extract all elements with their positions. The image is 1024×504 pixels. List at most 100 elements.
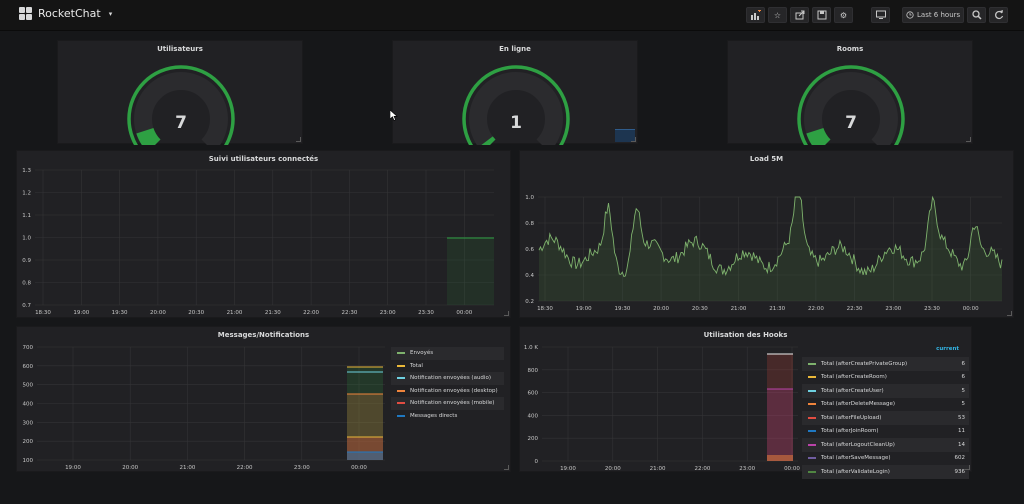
y-tick-label: 0.6 xyxy=(525,247,534,253)
y-tick-label: 200 xyxy=(528,436,539,442)
monitor-icon xyxy=(875,10,886,19)
zoom-out-button[interactable] xyxy=(967,7,987,23)
legend-item[interactable]: Total (afterLogoutCleanUp) 14 xyxy=(802,438,969,452)
y-tick-label: 600 xyxy=(23,364,34,370)
legend-item[interactable]: Messages directs xyxy=(391,410,504,423)
graph-panel-connected-users[interactable]: Suivi utilisateurs connectés 1.3 1.2 1.1 1.… xyxy=(16,150,511,318)
y-tick-label: 800 xyxy=(528,368,539,374)
messages-stacked-bar xyxy=(347,366,383,460)
graph-panel-load-5m[interactable]: Load 5M 1.0 0.8 0.6 0.4 0.2 18:30 19:00 19:30 20… xyxy=(519,150,1014,318)
connected-users-plot: 1.3 1.2 1.1 1.0 0.9 0.8 0.7 18:30 19:00 19:30 20:0… xyxy=(22,168,494,316)
legend-item[interactable]: Total (afterSaveMessage) 602 xyxy=(802,452,969,466)
star-button[interactable]: ☆ xyxy=(768,7,787,23)
y-tick-label: 300 xyxy=(23,420,34,426)
legend-item[interactable]: Total (afterCreateUser) 5 xyxy=(802,384,969,398)
x-tick-label: 20:00 xyxy=(653,306,669,312)
panel-title: Utilisation des Hooks xyxy=(703,331,788,339)
connected-users-area xyxy=(447,238,494,305)
panel-title: Utilisateurs xyxy=(157,45,203,53)
star-icon: ☆ xyxy=(773,10,782,20)
refresh-button[interactable] xyxy=(989,7,1009,23)
x-tick-label: 22:00 xyxy=(237,465,253,471)
x-tick-label: 23:00 xyxy=(885,306,901,312)
settings-button[interactable]: ⚙ xyxy=(834,7,853,23)
add-panel-button[interactable] xyxy=(746,7,765,23)
legend-item[interactable]: Total (afterValidateLogin) 936 xyxy=(802,465,969,479)
resize-handle[interactable] xyxy=(1007,311,1012,316)
stat-panel-en-ligne[interactable]: En ligne 1 xyxy=(392,40,638,145)
x-tick-label: 19:00 xyxy=(73,310,89,316)
messages-legend: Envoyés Total Notification envoyées (aud… xyxy=(391,347,504,422)
y-tick-label: 1.0 xyxy=(22,236,31,242)
stat-panel-rooms[interactable]: Rooms 7 xyxy=(727,40,973,145)
x-tick-label: 19:00 xyxy=(65,465,81,471)
x-tick-label: 20:00 xyxy=(605,466,621,472)
x-tick-label: 23:00 xyxy=(294,465,310,471)
caret-down-icon: ▾ xyxy=(108,9,113,18)
x-tick-label: 21:00 xyxy=(227,310,243,316)
dashboard-picker[interactable]: RocketChat ▾ xyxy=(19,7,112,20)
legend-item[interactable]: Total (afterCreateRoom) 6 xyxy=(802,371,969,385)
x-tick-label: 18:30 xyxy=(537,306,553,312)
x-tick-label: 22:00 xyxy=(808,306,824,312)
x-tick-label: 21:00 xyxy=(731,306,747,312)
share-button[interactable] xyxy=(790,7,809,23)
panel-title: Rooms xyxy=(836,45,864,53)
hooks-stacked-bar xyxy=(767,353,793,461)
legend-item[interactable]: Total (afterDeleteMessage) 5 xyxy=(802,398,969,412)
gauge-track xyxy=(804,72,898,145)
legend-item[interactable]: Total (afterCreatePrivateGroup) 6 xyxy=(802,357,969,371)
add-panel-icon xyxy=(750,10,761,20)
gauge-track xyxy=(134,72,228,145)
y-tick-label: 1.0 xyxy=(525,195,534,201)
stat-panel-utilisateurs[interactable]: Utilisateurs 7 xyxy=(57,40,303,145)
x-tick-label: 19:00 xyxy=(560,466,576,472)
graph-panel-messages[interactable]: Messages/Notifications 700 600 500 400 300 20… xyxy=(16,326,511,472)
y-tick-label: 500 xyxy=(23,383,34,389)
load-5m-plot: 1.0 0.8 0.6 0.4 0.218:30 19:00 19:30 20:00 20:30… xyxy=(525,195,1003,312)
legend-item[interactable]: Notification envoyées (mobile) xyxy=(391,397,504,410)
x-tick-label: 00:00 xyxy=(784,466,800,472)
stat-value: 7 xyxy=(845,113,857,133)
x-tick-label: 19:30 xyxy=(614,306,630,312)
load-5m-line xyxy=(538,195,1003,278)
resize-handle[interactable] xyxy=(631,137,636,142)
legend-current-header: current xyxy=(936,346,959,352)
x-tick-label: 22:00 xyxy=(694,466,710,472)
x-tick-label: 20:00 xyxy=(122,465,138,471)
y-tick-label: 100 xyxy=(23,458,34,464)
x-tick-label: 22:30 xyxy=(847,306,863,312)
x-tick-label: 19:30 xyxy=(112,310,128,316)
resize-handle[interactable] xyxy=(296,137,301,142)
resize-handle[interactable] xyxy=(965,465,970,470)
gauge-rooms xyxy=(797,65,905,145)
x-tick-label: 00:00 xyxy=(963,306,979,312)
hooks-plot: 1.0 K 800 600 400 200 0 19:00 20:00 21:00 22:00 23… xyxy=(524,345,801,472)
dashboard-title[interactable]: RocketChat xyxy=(38,7,101,20)
legend-item[interactable]: Notification envoyées (desktop) xyxy=(391,385,504,398)
resize-handle[interactable] xyxy=(504,465,509,470)
y-tick-label: 400 xyxy=(23,402,34,408)
stat-value: 7 xyxy=(175,113,187,133)
legend-item[interactable]: Notification envoyées (audio) xyxy=(391,372,504,385)
legend-item[interactable]: Total (afterFileUpload) 53 xyxy=(802,411,969,425)
gauge-fill xyxy=(806,127,831,145)
hooks-legend: current Total (afterCreatePrivateGroup) 6… xyxy=(802,346,969,479)
x-tick-label: 20:00 xyxy=(150,310,166,316)
gear-icon: ⚙ xyxy=(839,10,848,20)
graph-panel-hooks[interactable]: Utilisation des Hooks 1.0 K 800 600 400 200 0… xyxy=(519,326,972,479)
messages-plot: 700 600 500 400 300 200 100 19:00 20:00 21:00 22:0… xyxy=(23,345,385,471)
top-navbar: RocketChat ▾ ☆ ⚙ Last 6 hours xyxy=(0,0,1024,31)
resize-handle[interactable] xyxy=(966,137,971,142)
legend-item[interactable]: Envoyés xyxy=(391,347,504,360)
save-button[interactable] xyxy=(812,7,831,23)
legend-item[interactable]: Total (afterJoinRoom) 11 xyxy=(802,425,969,439)
legend-item[interactable]: Total xyxy=(391,360,504,373)
y-tick-label: 1.1 xyxy=(22,213,31,219)
tv-mode-button[interactable] xyxy=(871,7,890,23)
y-tick-label: 0.7 xyxy=(22,303,31,309)
x-tick-label: 21:00 xyxy=(179,465,195,471)
time-picker-button[interactable]: Last 6 hours xyxy=(902,7,965,23)
resize-handle[interactable] xyxy=(504,311,509,316)
search-icon xyxy=(972,10,982,20)
